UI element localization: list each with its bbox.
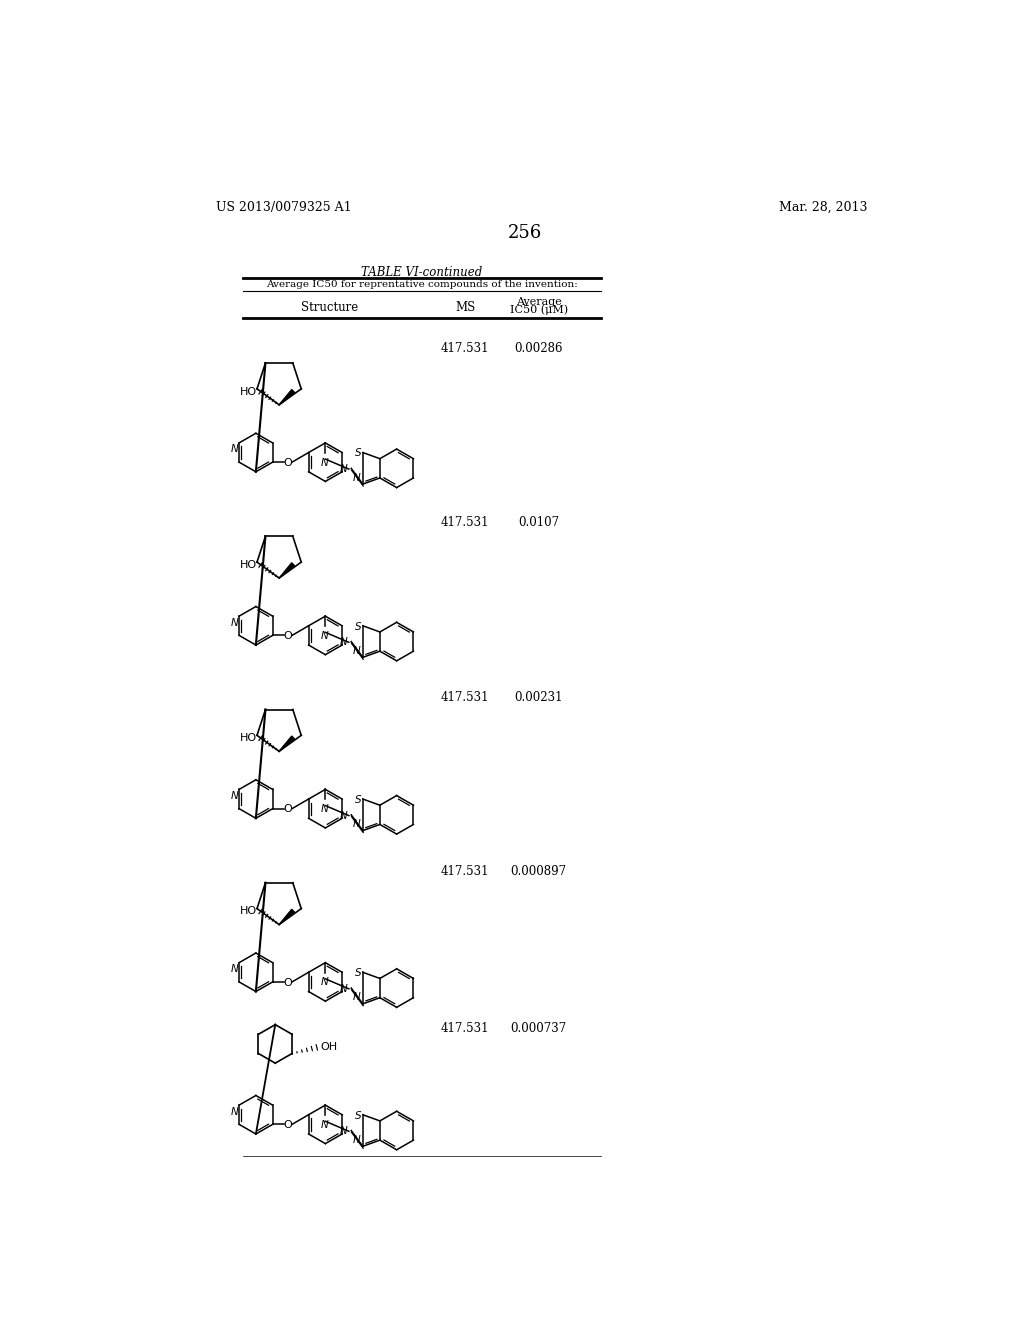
Text: 417.531: 417.531 <box>441 342 489 355</box>
Text: Average: Average <box>516 297 561 308</box>
Text: 0.000737: 0.000737 <box>511 1022 567 1035</box>
Text: N: N <box>321 1119 329 1130</box>
Polygon shape <box>280 562 295 578</box>
Text: 417.531: 417.531 <box>441 866 489 878</box>
Text: S: S <box>354 622 361 631</box>
Text: 417.531: 417.531 <box>441 1022 489 1035</box>
Text: N: N <box>230 618 239 628</box>
Text: Average IC50 for reprentative compounds of the invention:: Average IC50 for reprentative compounds … <box>266 280 578 289</box>
Text: O: O <box>284 804 293 814</box>
Text: O: O <box>284 631 293 642</box>
Text: N: N <box>230 964 239 974</box>
Text: 0.00231: 0.00231 <box>514 692 563 705</box>
Text: S: S <box>354 449 361 458</box>
Text: N: N <box>321 458 329 467</box>
Text: N: N <box>321 804 329 814</box>
Text: HO: HO <box>240 387 257 397</box>
Text: S: S <box>354 968 361 978</box>
Text: 417.531: 417.531 <box>441 516 489 529</box>
Text: N: N <box>340 810 347 821</box>
Text: O: O <box>284 1121 293 1130</box>
Text: TABLE VI-continued: TABLE VI-continued <box>361 267 482 280</box>
Text: 0.00286: 0.00286 <box>514 342 563 355</box>
Text: HO: HO <box>240 560 257 570</box>
Text: N: N <box>340 465 347 474</box>
Text: Mar. 28, 2013: Mar. 28, 2013 <box>779 201 867 214</box>
Text: 0.000897: 0.000897 <box>511 866 567 878</box>
Text: MS: MS <box>455 301 475 314</box>
Text: Structure: Structure <box>301 301 358 314</box>
Text: S: S <box>354 795 361 805</box>
Text: N: N <box>340 1126 347 1137</box>
Polygon shape <box>280 909 295 924</box>
Text: N: N <box>230 445 239 454</box>
Text: N: N <box>340 638 347 647</box>
Text: N: N <box>352 645 360 656</box>
Text: N: N <box>230 1106 239 1117</box>
Text: N: N <box>321 631 329 640</box>
Text: N: N <box>340 983 347 994</box>
Text: N: N <box>321 977 329 987</box>
Text: HO: HO <box>240 907 257 916</box>
Text: O: O <box>284 458 293 467</box>
Polygon shape <box>280 389 295 405</box>
Text: N: N <box>230 791 239 801</box>
Text: US 2013/0079325 A1: US 2013/0079325 A1 <box>216 201 351 214</box>
Text: HO: HO <box>240 733 257 743</box>
Text: N: N <box>352 473 360 483</box>
Text: O: O <box>284 978 293 987</box>
Text: 417.531: 417.531 <box>441 692 489 705</box>
Text: N: N <box>352 820 360 829</box>
Text: N: N <box>352 1135 360 1144</box>
Text: IC50 (μM): IC50 (μM) <box>510 305 568 315</box>
Polygon shape <box>280 737 295 751</box>
Text: OH: OH <box>319 1043 337 1052</box>
Text: 256: 256 <box>508 224 542 242</box>
Text: N: N <box>352 993 360 1002</box>
Text: S: S <box>354 1110 361 1121</box>
Text: 0.0107: 0.0107 <box>518 516 559 529</box>
